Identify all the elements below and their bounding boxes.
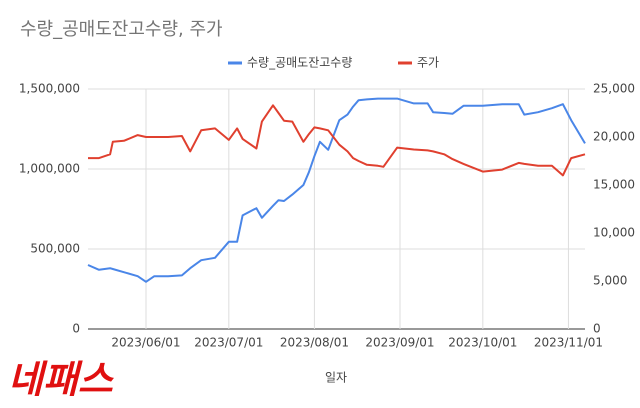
legend-label: 수량_공매도잔고수량 xyxy=(247,56,352,70)
x-tick-label: 2023/09/01 xyxy=(365,336,434,350)
annotation: 네패스 xyxy=(8,358,115,402)
x-tick-label: 2023/10/01 xyxy=(448,336,517,350)
y-tick-label: 500,000 xyxy=(30,242,80,256)
y2-tick-label: 10,000 xyxy=(593,226,635,240)
x-axis-title: 일자 xyxy=(325,371,347,385)
y-tick-label: 1,500,000 xyxy=(19,82,80,96)
x-tick-label: 2023/06/01 xyxy=(111,336,180,350)
y2-tick-label: 0 xyxy=(593,322,601,336)
y2-tick-label: 15,000 xyxy=(593,178,635,192)
line-series xyxy=(88,104,586,177)
x-tick-label: 2023/11/01 xyxy=(534,336,603,350)
line-series xyxy=(87,97,586,283)
y2-tick-label: 5,000 xyxy=(593,274,627,288)
chart-title: 수량_공매도잔고수량, 주가 xyxy=(20,19,223,40)
legend-label: 주가 xyxy=(417,56,439,70)
y2-tick-label: 25,000 xyxy=(593,82,635,96)
y2-tick-label: 20,000 xyxy=(593,130,635,144)
x-tick-label: 2023/07/01 xyxy=(194,336,263,350)
x-tick-label: 2023/08/01 xyxy=(280,336,349,350)
y-tick-label: 1,000,000 xyxy=(19,162,80,176)
y-tick-label: 0 xyxy=(72,322,80,336)
